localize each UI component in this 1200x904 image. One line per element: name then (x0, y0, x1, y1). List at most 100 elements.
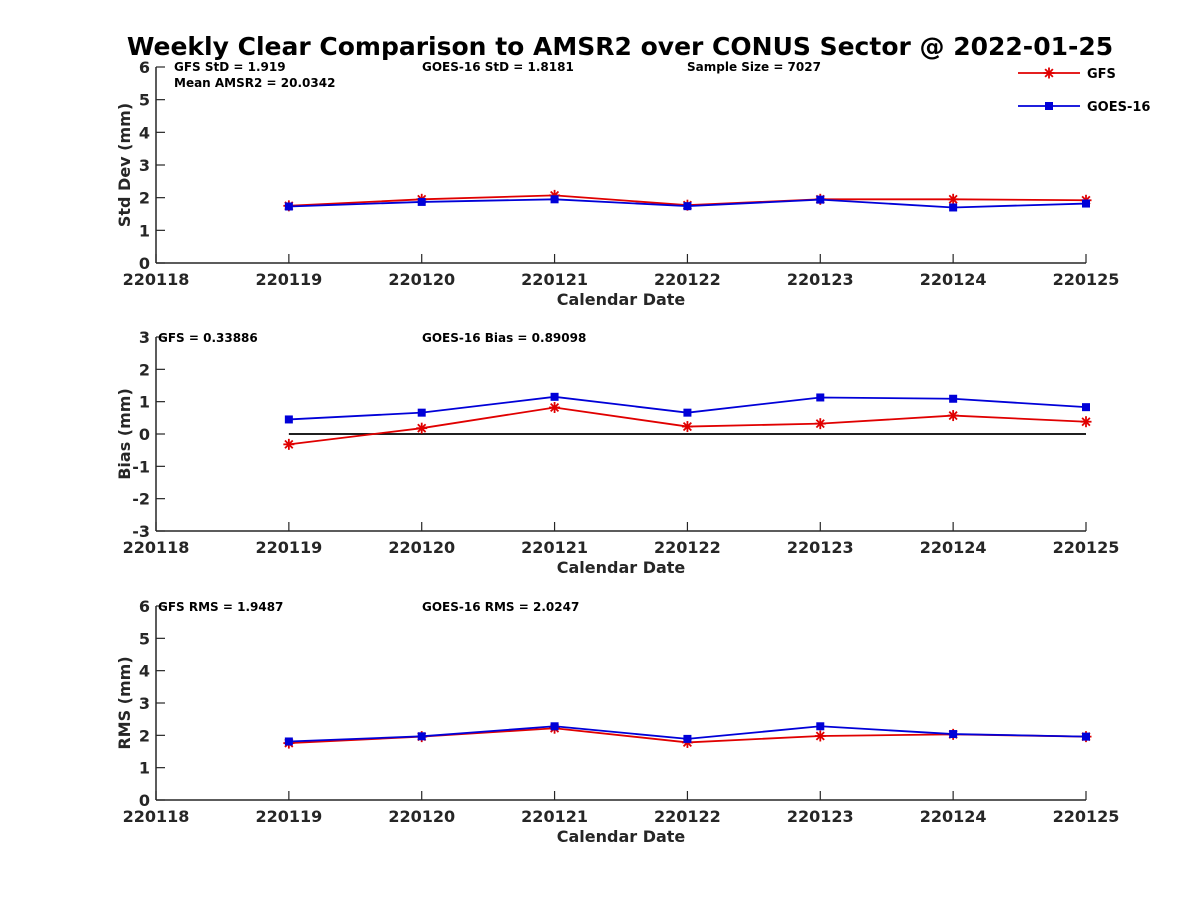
data-point (683, 734, 692, 743)
x-tick-label: 220124 (920, 807, 987, 826)
x-tick-label: 220118 (123, 538, 190, 557)
stat-annotation: GFS StD = 1.919 (174, 60, 286, 74)
x-tick-label: 220122 (654, 270, 721, 289)
y-tick-label: 3 (139, 328, 150, 347)
data-point (816, 195, 825, 204)
data-point (947, 410, 959, 422)
legend-label: GFS (1087, 67, 1116, 82)
x-axis-label: Calendar Date (557, 290, 686, 309)
x-tick-label: 220120 (388, 807, 455, 826)
x-tick-label: 220122 (654, 538, 721, 557)
y-tick-label: 6 (139, 58, 150, 77)
x-tick-label: 220123 (787, 807, 854, 826)
data-point (814, 730, 826, 742)
y-tick-label: 0 (139, 791, 150, 810)
y-tick-label: -2 (132, 490, 150, 509)
data-point (417, 197, 426, 206)
stat-annotation: GOES-16 RMS = 2.0247 (422, 600, 579, 614)
data-point (1082, 403, 1090, 412)
x-tick-label: 220121 (521, 807, 588, 826)
y-tick-label: 3 (139, 694, 150, 713)
data-point (1082, 732, 1090, 741)
x-tick-label: 220118 (123, 270, 190, 289)
y-tick-label: 6 (139, 597, 150, 616)
x-tick-label: 220121 (521, 270, 588, 289)
data-point (549, 401, 561, 413)
x-axis-label: Calendar Date (557, 827, 686, 846)
legend-marker (1045, 102, 1053, 110)
stat-annotation: GFS = 0.33886 (158, 331, 258, 345)
panel-1: 0 1 2 3 4 5 6 220118 220119 220120 220121 220122 220… (115, 58, 1119, 309)
y-tick-label: 4 (139, 662, 150, 681)
x-tick-label: 220120 (388, 538, 455, 557)
data-point (417, 408, 426, 417)
data-point (417, 732, 426, 741)
data-point (283, 438, 295, 450)
data-point (683, 408, 692, 417)
x-tick-label: 220121 (521, 538, 588, 557)
y-tick-label: 3 (139, 156, 150, 175)
y-tick-label: 2 (139, 726, 150, 745)
x-tick-label: 220123 (787, 270, 854, 289)
data-point (949, 203, 958, 212)
data-point (816, 393, 825, 402)
legend-marker (1043, 67, 1055, 79)
y-tick-label: 2 (139, 360, 150, 379)
y-tick-label: -1 (132, 457, 150, 476)
chart-title: Weekly Clear Comparison to AMSR2 over CO… (127, 32, 1113, 61)
data-point (816, 722, 825, 731)
x-tick-label: 220125 (1053, 538, 1120, 557)
data-point (284, 737, 293, 746)
x-axis-label: Calendar Date (557, 558, 686, 577)
y-axis-label: Bias (mm) (115, 388, 134, 480)
x-tick-label: 220120 (388, 270, 455, 289)
x-tick-label: 220122 (654, 807, 721, 826)
legend: GFS GOES-16 (1018, 67, 1150, 115)
data-point (681, 421, 693, 433)
data-point (949, 394, 958, 403)
legend-label: GOES-16 (1087, 100, 1150, 115)
data-point (550, 722, 559, 731)
data-point (550, 392, 559, 401)
data-point (683, 202, 692, 211)
y-tick-label: 1 (139, 759, 150, 778)
x-tick-label: 220124 (920, 270, 987, 289)
y-axis-label: RMS (mm) (115, 656, 134, 749)
y-tick-label: 2 (139, 189, 150, 208)
legend-item: GOES-16 (1018, 100, 1150, 115)
y-tick-label: -3 (132, 522, 150, 541)
data-point (284, 202, 293, 211)
y-tick-label: 5 (139, 91, 150, 110)
y-tick-label: 0 (139, 254, 150, 273)
data-point (814, 418, 826, 430)
stat-annotation: Mean AMSR2 = 20.0342 (174, 76, 335, 90)
panel-3: 0 1 2 3 4 5 6 220118 220119 220120 220121 220122 220… (115, 597, 1119, 846)
data-point (550, 195, 559, 204)
y-axis-label: Std Dev (mm) (115, 103, 134, 227)
data-point (949, 730, 958, 739)
y-tick-label: 5 (139, 629, 150, 648)
x-tick-label: 220125 (1053, 270, 1120, 289)
data-point (947, 193, 959, 205)
x-tick-label: 220119 (255, 270, 322, 289)
y-tick-label: 0 (139, 425, 150, 444)
legend-item: GFS (1018, 67, 1116, 82)
data-point (1080, 416, 1092, 428)
data-point (1082, 199, 1090, 208)
x-tick-label: 220119 (255, 807, 322, 826)
stat-annotation: GOES-16 StD = 1.8181 (422, 60, 574, 74)
data-point (416, 422, 428, 434)
stat-annotation: Sample Size = 7027 (687, 60, 821, 74)
x-tick-label: 220118 (123, 807, 190, 826)
x-tick-label: 220123 (787, 538, 854, 557)
y-tick-label: 1 (139, 221, 150, 240)
x-tick-label: 220124 (920, 538, 987, 557)
panel-2: -3 -2 -1 0 1 2 3 220118 220119 220120 220121 220122… (115, 328, 1119, 577)
y-tick-label: 4 (139, 123, 150, 142)
y-tick-label: 1 (139, 393, 150, 412)
stat-annotation: GFS RMS = 1.9487 (158, 600, 283, 614)
x-tick-label: 220119 (255, 538, 322, 557)
